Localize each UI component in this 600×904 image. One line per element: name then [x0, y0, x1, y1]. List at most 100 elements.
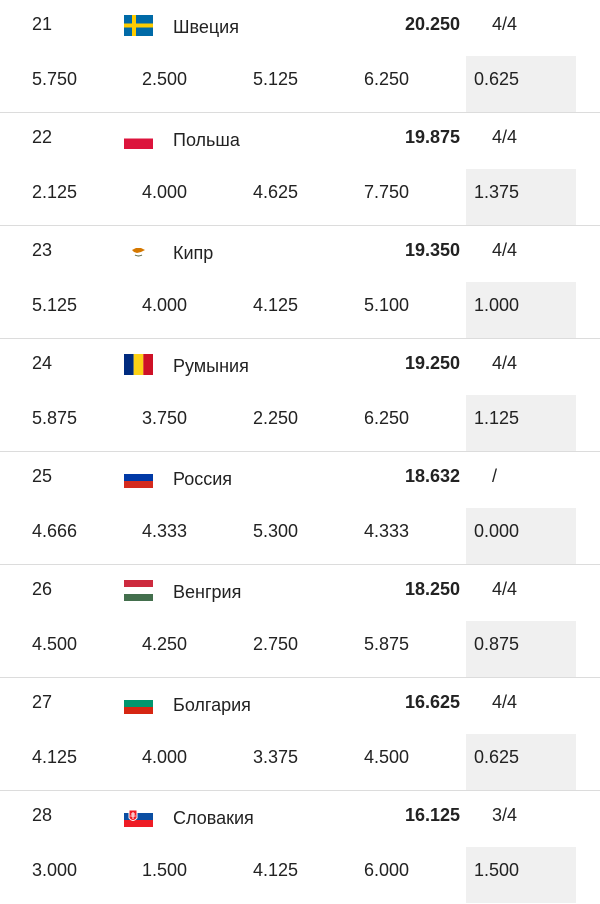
sweden-flag-icon [124, 15, 153, 36]
total-points: 18.632 [404, 466, 460, 486]
season-value: 6.000 [364, 860, 410, 880]
season-value: 4.333 [364, 521, 410, 541]
season-value: 4.500 [364, 747, 410, 767]
qualification: 4/4 [492, 240, 518, 260]
current-season-value: 1.375 [474, 182, 520, 202]
current-season-cell [466, 847, 576, 903]
rank: 26 [32, 579, 53, 599]
country-header-row: 28 Словакия 16.125 3/4 [0, 791, 600, 847]
season-values-row: 4.125 4.000 3.375 4.500 0.625 [0, 734, 600, 790]
country-header-row: 26 Венгрия 18.250 4/4 [0, 565, 600, 621]
season-value: 4.333 [142, 521, 188, 541]
rank: 28 [32, 805, 53, 825]
season-value: 5.125 [32, 295, 78, 315]
total-points: 19.250 [404, 353, 460, 373]
country-header-row: 23 Кипр 19.350 4/4 [0, 226, 600, 282]
season-value: 2.250 [253, 408, 299, 428]
country-header-row: 25 Россия 18.632 / [0, 452, 600, 508]
season-value: 4.000 [142, 295, 188, 315]
country-name: Болгария [173, 695, 251, 715]
season-value: 5.750 [32, 69, 78, 89]
current-season-value: 0.625 [474, 747, 520, 767]
country-header-row: 21 Швеция 20.250 4/4 [0, 0, 600, 56]
season-value: 4.625 [253, 182, 299, 202]
season-values-row: 3.000 1.500 4.125 6.000 1.500 [0, 847, 600, 903]
rank: 25 [32, 466, 53, 486]
country-header-row: 27 Болгария 16.625 4/4 [0, 678, 600, 734]
total-points: 16.625 [404, 692, 460, 712]
country-name: Польша [173, 130, 240, 150]
total-points: 19.875 [404, 127, 460, 147]
russia-flag-icon [124, 467, 153, 488]
season-value: 4.125 [253, 860, 299, 880]
country-name: Кипр [173, 243, 214, 263]
country-row[interactable]: 25 Россия 18.632 / 4.666 4.333 5.300 4.3… [0, 452, 600, 565]
current-season-cell [466, 395, 576, 451]
current-season-cell [466, 508, 576, 564]
season-value: 4.500 [32, 634, 78, 654]
bulgaria-flag-icon [124, 693, 153, 714]
season-values-row: 5.750 2.500 5.125 6.250 0.625 [0, 56, 600, 112]
season-value: 2.125 [32, 182, 78, 202]
country-name: Россия [173, 469, 233, 489]
rank: 23 [32, 240, 53, 260]
qualification: 4/4 [492, 353, 518, 373]
country-row[interactable]: 28 Словакия 16.125 3/4 3.000 1.500 4.125… [0, 791, 600, 904]
cyprus-flag-icon [124, 241, 153, 262]
total-points: 19.350 [404, 240, 460, 260]
season-value: 5.100 [364, 295, 410, 315]
current-season-cell [466, 734, 576, 790]
season-value: 2.500 [142, 69, 188, 89]
current-season-cell [466, 282, 576, 338]
season-value: 3.000 [32, 860, 78, 880]
total-points: 18.250 [404, 579, 460, 599]
season-value: 3.750 [142, 408, 188, 428]
hungary-flag-icon [124, 580, 153, 601]
country-name: Швеция [173, 17, 239, 37]
country-row[interactable]: 26 Венгрия 18.250 4/4 4.500 4.250 2.750 … [0, 565, 600, 678]
season-value: 5.125 [253, 69, 299, 89]
qualification: 4/4 [492, 579, 518, 599]
season-value: 4.125 [32, 747, 78, 767]
current-season-value: 1.125 [474, 408, 520, 428]
total-points: 20.250 [404, 14, 460, 34]
season-values-row: 2.125 4.000 4.625 7.750 1.375 [0, 169, 600, 225]
current-season-value: 0.875 [474, 634, 520, 654]
season-values-row: 5.875 3.750 2.250 6.250 1.125 [0, 395, 600, 451]
country-row[interactable]: 21 Швеция 20.250 4/4 5.750 2.500 5.125 6… [0, 0, 600, 113]
country-name: Словакия [173, 808, 254, 828]
season-value: 5.875 [364, 634, 410, 654]
season-value: 4.666 [32, 521, 78, 541]
season-value: 4.125 [253, 295, 299, 315]
season-values-row: 4.500 4.250 2.750 5.875 0.875 [0, 621, 600, 677]
qualification: 4/4 [492, 692, 518, 712]
season-value: 3.375 [253, 747, 299, 767]
current-season-value: 1.000 [474, 295, 520, 315]
season-value: 7.750 [364, 182, 410, 202]
rank: 21 [32, 14, 53, 34]
country-row[interactable]: 24 Румыния 19.250 4/4 5.875 3.750 2.250 … [0, 339, 600, 452]
country-row[interactable]: 27 Болгария 16.625 4/4 4.125 4.000 3.375… [0, 678, 600, 791]
current-season-cell [466, 56, 576, 112]
season-value: 4.000 [142, 747, 188, 767]
current-season-cell [466, 621, 576, 677]
rank: 27 [32, 692, 53, 712]
country-name: Венгрия [173, 582, 242, 602]
country-name: Румыния [173, 356, 249, 376]
current-season-value: 1.500 [474, 860, 520, 880]
season-value: 2.750 [253, 634, 299, 654]
season-value: 6.250 [364, 408, 410, 428]
slovakia-flag-icon [124, 806, 153, 827]
season-value: 6.250 [364, 69, 410, 89]
season-value: 4.000 [142, 182, 188, 202]
current-season-value: 0.625 [474, 69, 520, 89]
season-value: 4.250 [142, 634, 188, 654]
country-row[interactable]: 22 Польша 19.875 4/4 2.125 4.000 4.625 7… [0, 113, 600, 226]
current-season-value: 0.000 [474, 521, 520, 541]
season-values-row: 5.125 4.000 4.125 5.100 1.000 [0, 282, 600, 338]
qualification: / [492, 466, 498, 486]
season-value: 5.875 [32, 408, 78, 428]
qualification: 4/4 [492, 14, 518, 34]
rank: 22 [32, 127, 53, 147]
country-row[interactable]: 23 Кипр 19.350 4/4 5.125 4.000 4.125 5.1… [0, 226, 600, 339]
